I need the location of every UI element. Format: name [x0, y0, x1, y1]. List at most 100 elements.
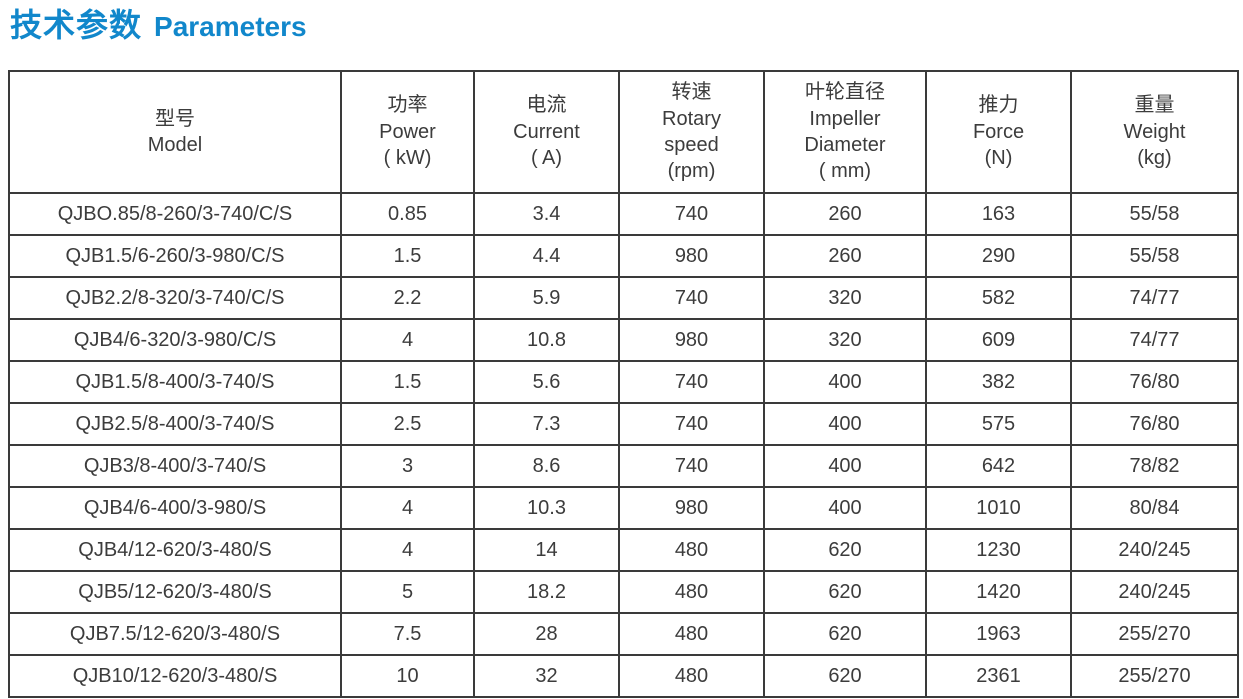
value-cell: 4	[340, 318, 475, 362]
value-cell: 0.85	[340, 192, 475, 236]
header-row: 型号 Model 功率 Power ( kW) 电流 Current ( A) …	[8, 70, 1239, 194]
col-header-model-en: Model	[147, 134, 203, 156]
table-row: QJBO.85/8-260/3-740/C/S 0.85 3.4 740 260 163 5…	[8, 192, 1239, 236]
table-row: QJB10/12-620/3-480/S 10 32 480 620 2361 255/27…	[8, 654, 1239, 698]
value-cell: 320	[763, 318, 927, 362]
value-cell: 1.5	[340, 360, 475, 404]
model-cell: QJB3/8-400/3-740/S	[8, 444, 342, 488]
value-cell: 2361	[925, 654, 1072, 698]
value-cell: 8.6	[473, 444, 620, 488]
col-header-weight: 重量 Weight (kg)	[1070, 70, 1239, 194]
value-cell: 55/58	[1070, 234, 1239, 278]
value-cell: 4	[340, 486, 475, 530]
value-cell: 980	[618, 234, 765, 278]
value-cell: 740	[618, 444, 765, 488]
value-cell: 80/84	[1070, 486, 1239, 530]
value-cell: 1010	[925, 486, 1072, 530]
value-cell: 7.5	[340, 612, 475, 656]
table-row: QJB4/6-320/3-980/C/S 4 10.8 980 320 609 74/77	[8, 318, 1239, 362]
value-cell: 400	[763, 360, 927, 404]
col-header-force-en: Force	[972, 120, 1025, 143]
col-header-power-unit: ( kW)	[383, 147, 432, 170]
col-header-model: 型号 Model	[8, 70, 342, 194]
value-cell: 240/245	[1070, 528, 1239, 572]
value-cell: 1420	[925, 570, 1072, 614]
value-cell: 980	[618, 318, 765, 362]
model-cell: QJB4/12-620/3-480/S	[8, 528, 342, 572]
table-row: QJB4/6-400/3-980/S 4 10.3 980 400 1010 80/84	[8, 486, 1239, 530]
col-header-model-zh: 型号	[155, 107, 195, 130]
value-cell: 32	[473, 654, 620, 698]
value-cell: 480	[618, 654, 765, 698]
table-body: QJBO.85/8-260/3-740/C/S 0.85 3.4 740 260 163 5…	[8, 192, 1239, 698]
value-cell: 4.4	[473, 234, 620, 278]
value-cell: 74/77	[1070, 318, 1239, 362]
table-row: QJB7.5/12-620/3-480/S 7.5 28 480 620 1963 255/…	[8, 612, 1239, 656]
col-header-rotary-speed-en: Rotary speed	[662, 107, 721, 156]
value-cell: 260	[763, 192, 927, 236]
page-title-zh: 技术参数	[10, 7, 143, 43]
value-cell: 740	[618, 360, 765, 404]
model-cell: QJB1.5/6-260/3-980/C/S	[8, 234, 342, 278]
model-cell: QJBO.85/8-260/3-740/C/S	[8, 192, 342, 236]
table-row: QJB5/12-620/3-480/S 5 18.2 480 620 1420 240/24…	[8, 570, 1239, 614]
value-cell: 620	[763, 654, 927, 698]
model-cell: QJB2.2/8-320/3-740/C/S	[8, 276, 342, 320]
value-cell: 382	[925, 360, 1072, 404]
value-cell: 18.2	[473, 570, 620, 614]
value-cell: 740	[618, 402, 765, 446]
value-cell: 320	[763, 276, 927, 320]
col-header-weight-unit: (kg)	[1137, 147, 1172, 170]
col-header-force: 推力 Force (N)	[925, 70, 1072, 194]
value-cell: 10.3	[473, 486, 620, 530]
table-row: QJB2.2/8-320/3-740/C/S 2.2 5.9 740 320 582 74/…	[8, 276, 1239, 320]
col-header-current: 电流 Current ( A)	[473, 70, 620, 194]
table-row: QJB2.5/8-400/3-740/S 2.5 7.3 740 400 575 76/80	[8, 402, 1239, 446]
page-title: 技术参数 Parameters	[10, 0, 307, 46]
value-cell: 255/270	[1070, 612, 1239, 656]
model-cell: QJB10/12-620/3-480/S	[8, 654, 342, 698]
value-cell: 575	[925, 402, 1072, 446]
value-cell: 740	[618, 192, 765, 236]
value-cell: 76/80	[1070, 360, 1239, 404]
table-row: QJB1.5/6-260/3-980/C/S 1.5 4.4 980 260 290 55/…	[8, 234, 1239, 278]
value-cell: 2.5	[340, 402, 475, 446]
value-cell: 4	[340, 528, 475, 572]
value-cell: 620	[763, 528, 927, 572]
col-header-force-zh: 推力	[978, 94, 1019, 117]
value-cell: 74/77	[1070, 276, 1239, 320]
value-cell: 620	[763, 612, 927, 656]
value-cell: 400	[763, 402, 927, 446]
value-cell: 400	[763, 444, 927, 488]
col-header-power-en: Power	[379, 120, 436, 143]
value-cell: 28	[473, 612, 620, 656]
value-cell: 240/245	[1070, 570, 1239, 614]
model-cell: QJB7.5/12-620/3-480/S	[8, 612, 342, 656]
value-cell: 1230	[925, 528, 1072, 572]
value-cell: 10	[340, 654, 475, 698]
value-cell: 7.3	[473, 402, 620, 446]
col-header-weight-zh: 重量	[1134, 94, 1175, 117]
col-header-weight-en: Weight	[1123, 120, 1186, 143]
value-cell: 480	[618, 528, 765, 572]
table-row: QJB3/8-400/3-740/S 3 8.6 740 400 642 78/82	[8, 444, 1239, 488]
value-cell: 980	[618, 486, 765, 530]
col-header-current-en: Current	[513, 120, 580, 143]
value-cell: 5.6	[473, 360, 620, 404]
col-header-power-zh: 功率	[387, 94, 428, 117]
parameters-table: 型号 Model 功率 Power ( kW) 电流 Current ( A) …	[8, 70, 1239, 698]
col-header-impeller-diameter-en: Impeller Diameter	[804, 107, 886, 156]
value-cell: 1963	[925, 612, 1072, 656]
col-header-impeller-diameter-zh: 叶轮直径	[805, 81, 885, 104]
value-cell: 5.9	[473, 276, 620, 320]
value-cell: 642	[925, 444, 1072, 488]
value-cell: 76/80	[1070, 402, 1239, 446]
col-header-power: 功率 Power ( kW)	[340, 70, 475, 194]
value-cell: 10.8	[473, 318, 620, 362]
value-cell: 163	[925, 192, 1072, 236]
table-row: QJB4/12-620/3-480/S 4 14 480 620 1230 240/245	[8, 528, 1239, 572]
value-cell: 14	[473, 528, 620, 572]
col-header-rotary-speed: 转速 Rotary speed (rpm)	[618, 70, 765, 194]
value-cell: 3.4	[473, 192, 620, 236]
col-header-rotary-speed-zh: 转速	[671, 81, 712, 104]
